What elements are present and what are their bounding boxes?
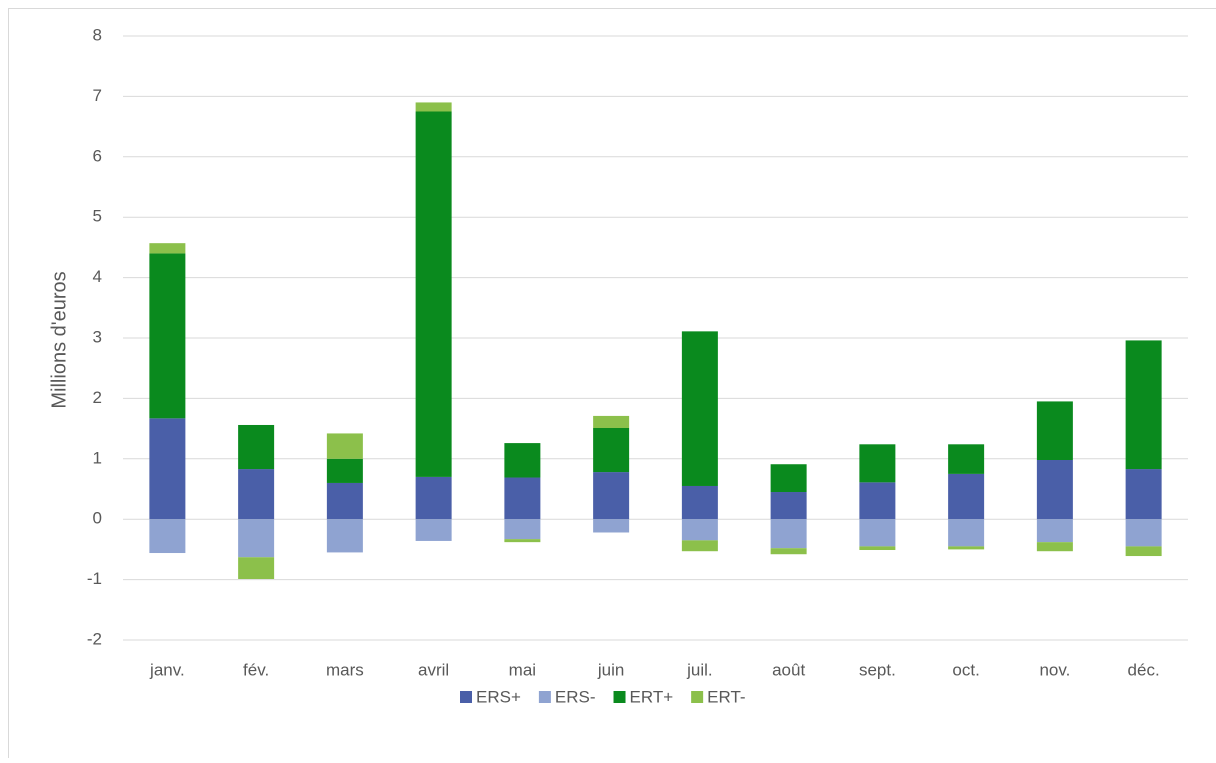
bar-segment bbox=[238, 557, 274, 579]
y-tick-label: 0 bbox=[93, 509, 102, 528]
bar-segment bbox=[948, 519, 984, 546]
bar-segment bbox=[149, 253, 185, 418]
bar-segment bbox=[504, 443, 540, 477]
bar-segment bbox=[1037, 542, 1073, 551]
bar-segment bbox=[859, 519, 895, 546]
bar-segment bbox=[948, 546, 984, 549]
bar-segment bbox=[1037, 460, 1073, 519]
legend-label: ERT+ bbox=[630, 687, 674, 706]
y-tick-label: 2 bbox=[93, 388, 102, 407]
bar-segment bbox=[771, 492, 807, 519]
bar-segment bbox=[593, 428, 629, 472]
bar-segment bbox=[948, 474, 984, 519]
x-tick-label: juil. bbox=[686, 660, 713, 679]
bar-segment bbox=[682, 486, 718, 519]
x-tick-label: mai bbox=[509, 660, 536, 679]
y-tick-label: 3 bbox=[93, 327, 102, 346]
bar-segment bbox=[1126, 340, 1162, 469]
legend-label: ERT- bbox=[707, 687, 745, 706]
y-tick-label: 1 bbox=[93, 448, 102, 467]
x-tick-label: fév. bbox=[243, 660, 269, 679]
x-tick-label: janv. bbox=[149, 660, 185, 679]
y-axis-label: Millions d'euros bbox=[48, 271, 70, 408]
x-tick-label: sept. bbox=[859, 660, 896, 679]
bar-segment bbox=[149, 519, 185, 553]
bar-segment bbox=[238, 469, 274, 519]
bar-segment bbox=[327, 483, 363, 519]
y-tick-label: 8 bbox=[93, 25, 102, 44]
y-tick-label: -2 bbox=[87, 629, 102, 648]
bar-segment bbox=[1037, 519, 1073, 542]
legend-swatch bbox=[614, 691, 626, 703]
bar-segment bbox=[149, 418, 185, 519]
bar-segment bbox=[682, 331, 718, 486]
bar-segment bbox=[416, 102, 452, 111]
bar-segment bbox=[504, 478, 540, 520]
x-tick-label: nov. bbox=[1039, 660, 1070, 679]
legend-label: ERS- bbox=[555, 687, 596, 706]
bar-segment bbox=[327, 519, 363, 552]
y-tick-label: -1 bbox=[87, 569, 102, 588]
legend-label: ERS+ bbox=[476, 687, 521, 706]
bar-segment bbox=[1126, 546, 1162, 556]
bar-segment bbox=[771, 464, 807, 492]
bar-segment bbox=[504, 519, 540, 539]
bar-segment bbox=[682, 540, 718, 551]
chart-frame bbox=[9, 9, 1216, 759]
bar-segment bbox=[238, 425, 274, 469]
bar-segment bbox=[771, 548, 807, 554]
bar-segment bbox=[859, 444, 895, 482]
bar-segment bbox=[948, 444, 984, 474]
bar-segment bbox=[593, 472, 629, 519]
bar-segment bbox=[593, 519, 629, 532]
y-tick-label: 4 bbox=[93, 267, 102, 286]
x-tick-label: août bbox=[772, 660, 805, 679]
bar-segment bbox=[504, 539, 540, 542]
bar-segment bbox=[859, 482, 895, 519]
y-tick-label: 6 bbox=[93, 146, 102, 165]
bar-segment bbox=[1126, 519, 1162, 546]
bar-segment bbox=[859, 546, 895, 550]
x-tick-label: avril bbox=[418, 660, 449, 679]
legend-swatch bbox=[539, 691, 551, 703]
bar-segment bbox=[149, 243, 185, 253]
x-tick-label: déc. bbox=[1128, 660, 1160, 679]
y-tick-label: 7 bbox=[93, 86, 102, 105]
bar-segment bbox=[327, 433, 363, 458]
bar-segment bbox=[1126, 469, 1162, 519]
x-tick-label: juin bbox=[597, 660, 624, 679]
bar-segment bbox=[771, 519, 807, 548]
x-tick-label: oct. bbox=[952, 660, 979, 679]
bar-segment bbox=[593, 416, 629, 428]
bar-segment bbox=[416, 519, 452, 541]
legend-swatch bbox=[691, 691, 703, 703]
bar-segment bbox=[416, 477, 452, 519]
bar-segment bbox=[238, 519, 274, 557]
legend-swatch bbox=[460, 691, 472, 703]
bar-segment bbox=[1037, 401, 1073, 460]
bar-segment bbox=[416, 112, 452, 477]
y-tick-label: 5 bbox=[93, 207, 102, 226]
x-tick-label: mars bbox=[326, 660, 364, 679]
bar-segment bbox=[682, 519, 718, 540]
bar-segment bbox=[327, 459, 363, 483]
